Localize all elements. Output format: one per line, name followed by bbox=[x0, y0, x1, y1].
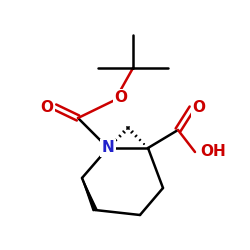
Polygon shape bbox=[82, 178, 97, 211]
Text: N: N bbox=[102, 140, 114, 156]
Text: O: O bbox=[114, 90, 128, 106]
Text: OH: OH bbox=[200, 144, 226, 160]
Text: O: O bbox=[192, 100, 205, 116]
Text: O: O bbox=[40, 100, 54, 114]
